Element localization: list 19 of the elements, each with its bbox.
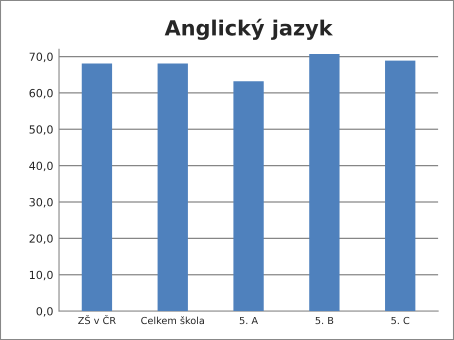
y-tick-label: 0,0: [36, 307, 53, 317]
y-tick-label: 50,0: [30, 125, 53, 135]
x-tick-label: 5. B: [316, 316, 334, 324]
y-tick-label: 40,0: [29, 162, 53, 172]
y-tick-label: 10,0: [30, 270, 53, 280]
y-tick-label: 60,0: [30, 88, 53, 98]
y-tick-label: 20,0: [30, 234, 53, 244]
bar: [233, 81, 264, 312]
bar: [309, 54, 340, 312]
x-tick-label: Celkem škola: [141, 316, 204, 324]
y-tick-label: 30,0: [30, 198, 53, 208]
bar: [158, 63, 188, 312]
y-tick-label: 70,0: [30, 52, 53, 62]
x-tick-label: 5. A: [240, 316, 258, 324]
chart-title: Anglický jazyk: [164, 18, 333, 40]
x-tick-label: 5. C: [391, 316, 410, 324]
bar: [82, 63, 112, 312]
x-tick-label: ZŠ v ČR: [78, 315, 116, 324]
bar: [385, 60, 416, 312]
